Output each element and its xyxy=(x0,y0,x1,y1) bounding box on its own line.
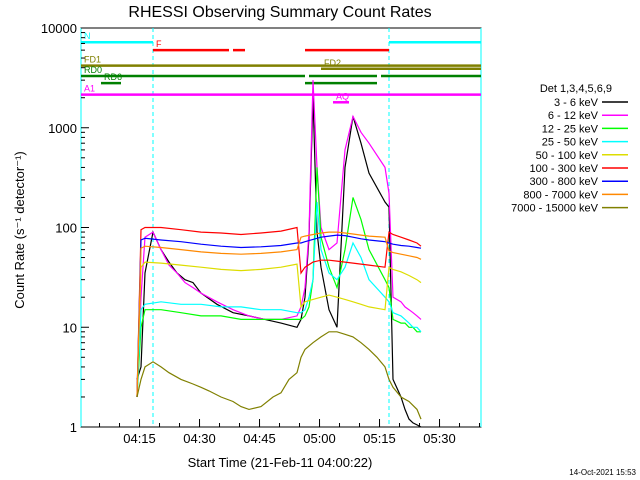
state-bar-label: F xyxy=(156,39,162,49)
state-bar-label: AQ xyxy=(336,91,349,101)
series-line-4 xyxy=(136,261,422,398)
legend-label: 7000 - 15000 keV xyxy=(511,203,599,215)
series-group xyxy=(136,80,422,428)
legend-label: 300 - 800 keV xyxy=(530,176,599,188)
state-bar-label: A1 xyxy=(84,84,95,94)
series-line-2 xyxy=(136,167,421,398)
series-line-5 xyxy=(136,226,422,398)
y-tick-label: 1000 xyxy=(48,121,77,136)
legend-label: 800 - 7000 keV xyxy=(523,189,598,201)
x-tick-label: 04:15 xyxy=(123,431,156,446)
series-line-0 xyxy=(136,97,422,428)
state-bar-label: N xyxy=(84,31,91,41)
y-tick-label: 1 xyxy=(70,420,77,435)
legend-label: 12 - 25 keV xyxy=(542,123,599,135)
series-line-1 xyxy=(136,80,422,398)
x-tick-label: 04:30 xyxy=(183,431,216,446)
y-axis-ticks: 1 10 100 1000 10000 xyxy=(41,21,89,435)
series-line-7 xyxy=(136,231,422,398)
state-bar-label: RD0 xyxy=(84,65,102,75)
legend-label: 100 - 300 keV xyxy=(530,163,599,175)
x-tick-label: 05:00 xyxy=(303,431,336,446)
legend-label: 6 - 12 keV xyxy=(548,110,599,122)
chart-title: RHESSI Observing Summary Count Rates xyxy=(128,4,431,21)
legend-label: 50 - 100 keV xyxy=(536,150,599,162)
x-axis-ticks: 04:15 04:30 04:45 05:00 05:15 05:30 xyxy=(99,419,481,446)
x-tick-label: 05:15 xyxy=(363,431,396,446)
state-bar-label: FD2 xyxy=(324,58,341,68)
x-axis-label: Start Time (21-Feb-11 04:00:22) xyxy=(188,455,373,470)
series-line-3 xyxy=(136,201,422,398)
footer-date: 14-Oct-2021 15:53 xyxy=(569,468,636,477)
legend-label: 25 - 50 keV xyxy=(542,137,599,149)
state-bar-label: RD6 xyxy=(104,72,122,82)
y-tick-label: 10 xyxy=(63,320,77,335)
y-axis-label: Count Rate (s⁻¹ detector⁻¹) xyxy=(12,151,27,309)
series-line-8 xyxy=(136,331,422,420)
y-tick-label: 100 xyxy=(55,221,77,236)
state-bar-label: FD1 xyxy=(84,55,101,65)
legend-label: 3 - 6 keV xyxy=(554,97,599,109)
x-tick-label: 05:30 xyxy=(423,431,456,446)
x-tick-label: 04:45 xyxy=(243,431,276,446)
legend-header: Det 1,3,4,5,6,9 xyxy=(540,83,612,95)
series-line-6 xyxy=(136,234,422,398)
y-tick-label: 10000 xyxy=(41,21,77,36)
